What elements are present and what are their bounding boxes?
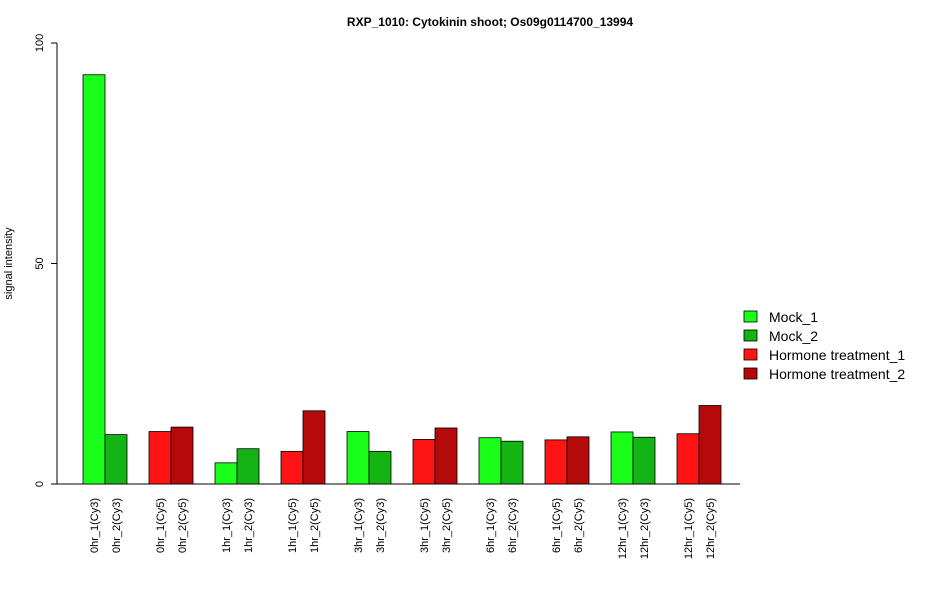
legend-label: Hormone treatment_2 — [769, 366, 905, 382]
legend-label: Hormone treatment_1 — [769, 347, 905, 363]
legend-label: Mock_2 — [769, 328, 818, 344]
x-tick-label: 3hr_2(Cy3) — [375, 498, 387, 553]
legend-swatch — [743, 348, 758, 361]
chart-title: RXP_1010: Cytokinin shoot; Os09g0114700_… — [347, 15, 633, 29]
x-tick-label: 1hr_1(Cy3) — [221, 498, 233, 553]
bar — [500, 440, 524, 485]
bar — [566, 436, 590, 485]
x-tick-label: 6hr_1(Cy5) — [551, 498, 563, 553]
x-tick-label: 6hr_2(Cy3) — [507, 498, 519, 553]
bar — [478, 437, 502, 485]
bar — [368, 450, 392, 485]
bar — [434, 427, 458, 485]
legend: Mock_1 Mock_2 Hormone treatment_1 Hormone t… — [743, 309, 905, 382]
bar — [610, 431, 634, 485]
bar — [104, 434, 128, 485]
legend-label: Mock_1 — [769, 309, 818, 325]
bars-group — [82, 74, 722, 485]
bar — [632, 436, 656, 485]
x-tick-label: 0hr_1(Cy5) — [155, 498, 167, 553]
x-tick-label: 1hr_1(Cy5) — [287, 498, 299, 553]
bar — [82, 74, 106, 485]
y-tick-label: 50 — [34, 257, 46, 269]
bar — [544, 439, 568, 485]
x-tick-label: 1hr_2(Cy3) — [243, 498, 255, 553]
legend-swatch — [743, 367, 758, 380]
legend-swatch — [743, 329, 758, 342]
x-tick-label: 12hr_1(Cy3) — [617, 498, 629, 559]
x-tick-label: 0hr_2(Cy3) — [111, 498, 123, 553]
x-tick-label: 0hr_2(Cy5) — [177, 498, 189, 553]
bar — [280, 450, 304, 485]
bar — [148, 431, 172, 485]
x-tick-label: 12hr_2(Cy5) — [705, 498, 717, 559]
bar — [698, 405, 722, 485]
x-tick-label: 6hr_2(Cy5) — [573, 498, 585, 553]
x-tick-label: 3hr_1(Cy5) — [419, 498, 431, 553]
bar — [346, 431, 370, 485]
legend-swatch — [743, 310, 758, 323]
y-tick-label: 0 — [34, 481, 46, 487]
x-tick-label: 3hr_1(Cy3) — [353, 498, 365, 553]
x-tick-label: 12hr_1(Cy5) — [683, 498, 695, 559]
y-tick-label: 100 — [34, 34, 46, 52]
x-tick-label: 3hr_2(Cy5) — [441, 498, 453, 553]
y-axis: 0 50 100 — [34, 34, 58, 487]
x-tick-label: 6hr_1(Cy3) — [485, 498, 497, 553]
bar — [214, 462, 238, 485]
y-axis-label: signal intensity — [3, 227, 15, 300]
x-tick-label: 0hr_1(Cy3) — [89, 498, 101, 553]
x-tick-label: 1hr_2(Cy5) — [309, 498, 321, 553]
bar — [302, 410, 326, 485]
bar — [676, 433, 700, 485]
bar — [236, 448, 260, 485]
x-tick-labels: 0hr_1(Cy3) 0hr_2(Cy3) 0hr_1(Cy5) 0hr_2(Cy5)… — [89, 498, 717, 559]
x-tick-label: 12hr_2(Cy3) — [639, 498, 651, 559]
bar — [412, 439, 436, 485]
bar — [170, 426, 194, 485]
